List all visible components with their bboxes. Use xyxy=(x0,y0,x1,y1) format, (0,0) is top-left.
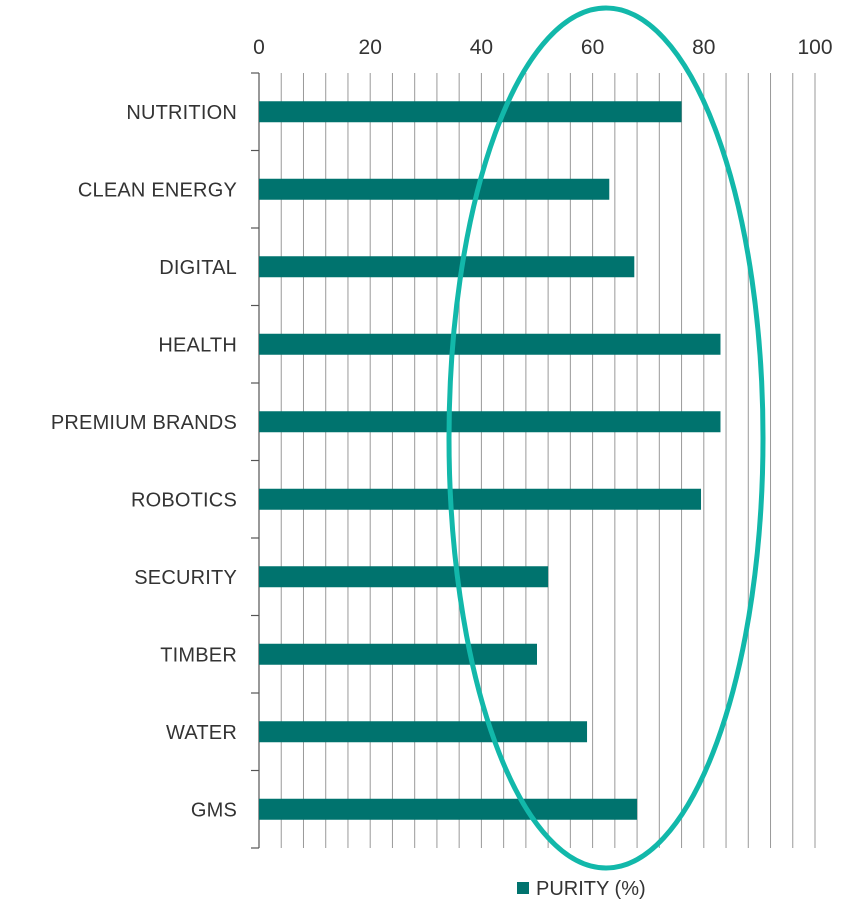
bar-gms xyxy=(259,798,638,820)
x-tick-label-0: 0 xyxy=(253,36,265,59)
bar-premium-brands xyxy=(259,411,721,433)
x-tick-label-60: 60 xyxy=(581,36,604,59)
category-label-gms: GMS xyxy=(191,799,237,821)
bar-digital xyxy=(259,256,635,278)
category-label-premium-brands: PREMIUM BRANDS xyxy=(51,412,237,434)
highlight-ellipse xyxy=(446,5,766,871)
bar-timber xyxy=(259,643,537,665)
category-label-security: SECURITY xyxy=(134,567,237,589)
bar-nutrition xyxy=(259,101,682,123)
category-label-robotics: ROBOTICS xyxy=(131,489,237,511)
category-label-timber: TIMBER xyxy=(160,644,237,666)
x-tick-label-100: 100 xyxy=(797,36,832,59)
bar-water xyxy=(259,721,588,743)
bar-robotics xyxy=(259,488,702,510)
category-label-water: WATER xyxy=(166,722,237,744)
x-tick-label-20: 20 xyxy=(359,36,382,59)
x-tick-label-80: 80 xyxy=(692,36,715,59)
category-label-health: HEALTH xyxy=(158,334,237,356)
bar-health xyxy=(259,333,721,355)
bar-security xyxy=(259,566,549,588)
category-label-digital: DIGITAL xyxy=(159,257,237,279)
bar-clean-energy xyxy=(259,178,610,200)
category-label-clean-energy: CLEAN ENERGY xyxy=(78,179,237,201)
legend-label: PURITY (%) xyxy=(536,878,646,900)
legend-swatch xyxy=(517,882,529,894)
x-tick-label-40: 40 xyxy=(470,36,493,59)
category-label-nutrition: NUTRITION xyxy=(126,102,237,124)
